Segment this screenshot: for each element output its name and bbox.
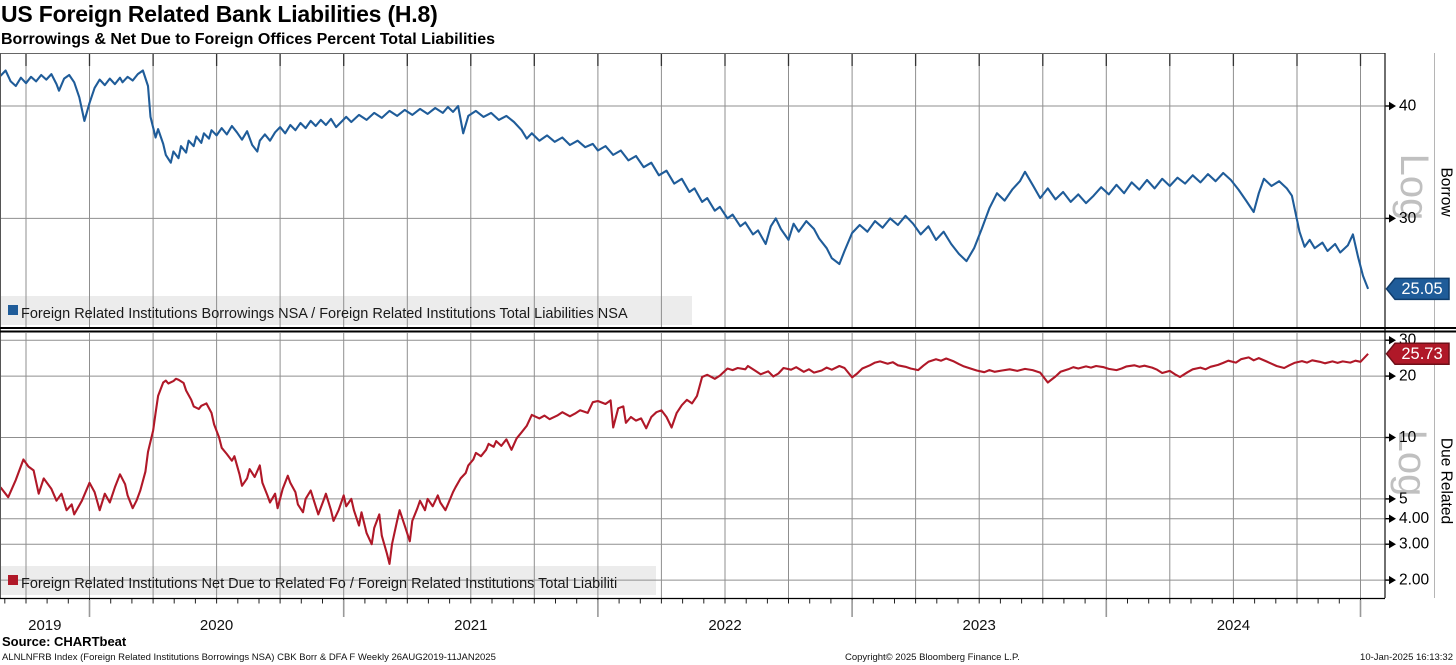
legend-marker-borrowings bbox=[8, 305, 18, 315]
gridlines bbox=[0, 53, 1385, 598]
chart-subtitle: Borrowings & Net Due to Foreign Offices … bbox=[1, 31, 495, 48]
data-series[interactable] bbox=[0, 69, 1370, 565]
y-tick-20: 20 bbox=[1399, 368, 1417, 385]
series-line-1[interactable] bbox=[0, 353, 1369, 565]
legend-label-borrowings: Foreign Related Institutions Borrowings … bbox=[21, 306, 628, 322]
log-scale-label-bottom: Log bbox=[1390, 430, 1434, 497]
legend-net-due[interactable]: Foreign Related Institutions Net Due to … bbox=[8, 575, 617, 592]
copyright-text: Copyright© 2025 Bloomberg Finance L.P. bbox=[845, 652, 1020, 663]
year-label-2023: 2023 bbox=[963, 617, 996, 634]
security-info: ALNLNFRB Index (Foreign Related Institut… bbox=[2, 652, 496, 663]
year-label-2021: 2021 bbox=[454, 617, 487, 634]
series-line-0[interactable] bbox=[0, 69, 1370, 290]
y-tick-10: 10 bbox=[1399, 429, 1417, 446]
y-tick-40: 40 bbox=[1399, 98, 1417, 115]
legend-marker-net-due bbox=[8, 575, 18, 585]
timestamp: 10-Jan-2025 16:13:32 bbox=[1360, 652, 1453, 663]
y-tick-4.00: 4.00 bbox=[1399, 510, 1430, 527]
year-label-2022: 2022 bbox=[708, 617, 741, 634]
value-tag-25.05[interactable]: 25.05 bbox=[1385, 277, 1450, 301]
year-label-2024: 2024 bbox=[1217, 617, 1250, 634]
y-axis-title-borrow: Borrow bbox=[1438, 167, 1455, 217]
axis-ticks bbox=[4, 53, 1396, 617]
year-label-2019: 2019 bbox=[28, 617, 61, 634]
legend-label-net-due: Foreign Related Institutions Net Due to … bbox=[21, 576, 617, 592]
value-tag-text: 25.05 bbox=[1401, 280, 1442, 298]
y-tick-5: 5 bbox=[1399, 490, 1408, 507]
y-axis-title-due-related: Due Related bbox=[1438, 438, 1455, 524]
log-scale-label-top: Log bbox=[1392, 154, 1436, 221]
y-tick-3.00: 3.00 bbox=[1399, 536, 1430, 553]
last-value-tags[interactable]: 25.05 25.73 bbox=[1385, 277, 1450, 366]
value-tag-25.73[interactable]: 25.73 bbox=[1385, 342, 1450, 366]
y-tick-30: 30 bbox=[1399, 210, 1417, 227]
year-label-2020: 2020 bbox=[200, 617, 233, 634]
legend-strip-borrowings bbox=[0, 296, 692, 325]
page-title: US Foreign Related Bank Liabilities (H.8… bbox=[1, 1, 438, 27]
legend-borrowings[interactable]: Foreign Related Institutions Borrowings … bbox=[8, 305, 628, 322]
x-axis-year-labels: 2019 2020 2021 2022 2023 2024 bbox=[28, 617, 1250, 634]
y-tick-2.00: 2.00 bbox=[1399, 572, 1430, 589]
value-tag-text: 25.73 bbox=[1401, 345, 1442, 363]
source-label: Source: CHARTbeat bbox=[2, 634, 127, 649]
